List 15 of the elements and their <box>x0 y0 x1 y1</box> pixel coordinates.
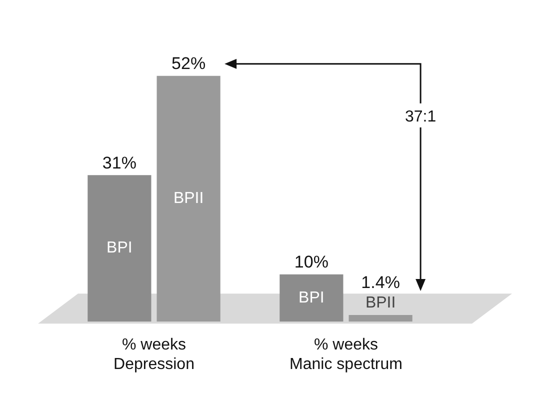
bar <box>88 175 152 322</box>
bar <box>156 76 220 322</box>
bar <box>348 314 412 322</box>
annotation: 37:1 <box>404 108 436 126</box>
data-label: 10% <box>294 252 328 272</box>
text: BPII <box>173 190 204 208</box>
data-label: 31% <box>102 153 136 172</box>
data-label: 52% <box>172 54 206 73</box>
data-label: 1.4% <box>361 273 400 292</box>
x-tick-label: % weeks Manic spectrum <box>290 336 402 373</box>
x-tick-label: % weeks Depression <box>114 336 194 373</box>
series-label: BPI <box>298 289 324 306</box>
series-label: BPII <box>365 294 396 312</box>
text: BPI <box>106 240 132 257</box>
bar <box>280 274 344 322</box>
